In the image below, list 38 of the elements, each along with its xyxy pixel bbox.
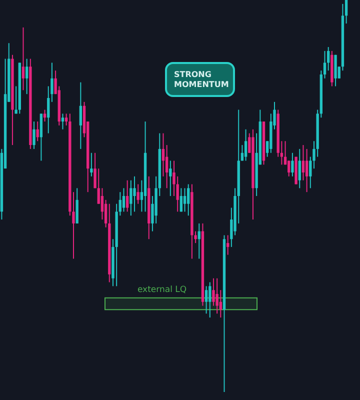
candlestick	[180, 188, 183, 212]
candlestick	[162, 132, 165, 177]
candlestick	[183, 188, 186, 212]
candlestick	[100, 188, 104, 220]
candlestick	[298, 148, 301, 189]
candlestick	[14, 86, 18, 114]
candlestick	[165, 144, 168, 189]
candlestick	[323, 50, 326, 79]
band-label: external LQ	[137, 284, 187, 295]
candlestick	[305, 148, 308, 193]
candlestick	[43, 109, 46, 122]
candlestick	[79, 82, 82, 150]
candlestick	[344, 0, 348, 24]
candlestick	[302, 144, 305, 181]
candlestick	[130, 180, 132, 216]
candlestick	[208, 282, 212, 318]
candlestick	[187, 184, 190, 216]
candlestick	[334, 54, 337, 87]
candlestick	[291, 152, 294, 177]
candlestick	[126, 180, 129, 212]
annotation: STRONG MOMENTUM	[174, 70, 229, 89]
candlestick	[122, 188, 126, 212]
candlestick	[204, 286, 208, 314]
candlestick	[61, 113, 64, 130]
candlestick	[136, 184, 140, 204]
candlestick	[94, 152, 96, 189]
candlestick	[288, 160, 290, 177]
candlestick	[169, 160, 172, 196]
candlestick	[22, 26, 25, 91]
candlestick	[216, 278, 218, 314]
candlestick	[133, 176, 136, 212]
candlestick	[244, 128, 248, 162]
candlestick	[25, 58, 28, 95]
candlestick	[90, 152, 93, 177]
candlestick	[226, 234, 230, 256]
candlestick	[76, 188, 78, 224]
candlestick	[32, 121, 36, 150]
candlestick	[40, 113, 43, 162]
